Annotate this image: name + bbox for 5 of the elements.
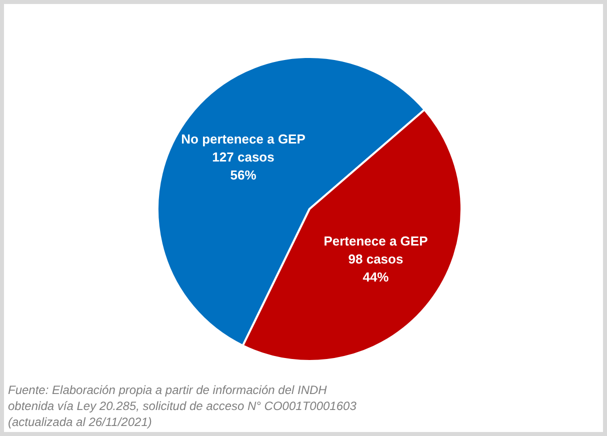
data-label: 98 casos 44% <box>348 252 404 285</box>
slice-label: No pertenece a GEP <box>181 132 306 147</box>
source-note: Fuente: Elaboración propia a partir de información del INDH obtenida vía Ley 20.285, solicitud de acceso N° CO001T0001603 (actualizada al 26/11/2021) <box>8 382 356 430</box>
data-label: 127 casos 56% <box>212 150 274 183</box>
slice-label: Pertenece a GEP <box>324 234 428 249</box>
